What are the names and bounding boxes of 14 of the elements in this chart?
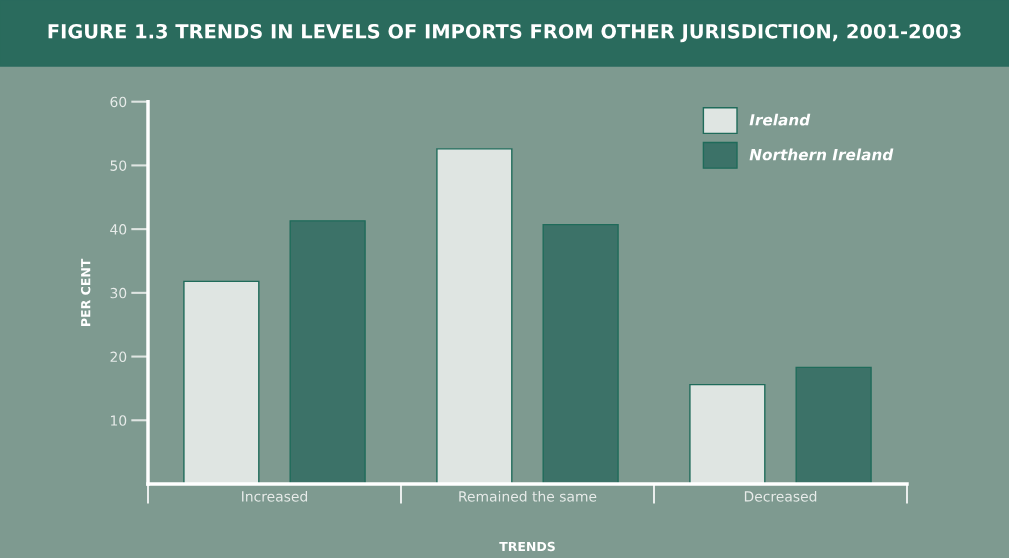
- y-tick-label: 40: [110, 224, 127, 235]
- x-tick-label: Remained the same: [459, 490, 597, 502]
- legend-label: Ireland: [749, 113, 811, 126]
- y-tick-label: 20: [110, 351, 127, 363]
- x-axis-title: TRENDS: [499, 541, 555, 552]
- y-tick-label: 10: [111, 415, 127, 426]
- y-tick-label: 50: [110, 160, 127, 171]
- chart-title: FIGURE 1.3 TRENDS IN LEVELS OF IMPORTS FROM OTHER JURISDICTION, 2001-2003: [48, 23, 961, 43]
- y-tick-label: 60: [110, 96, 127, 108]
- x-tick-label: Increased: [242, 490, 308, 502]
- y-tick-label: 30: [110, 287, 127, 299]
- legend-label: Northern Ireland: [749, 148, 894, 161]
- y-axis-title: PER CENT: [80, 258, 91, 326]
- x-tick-label: Decreased: [744, 490, 817, 502]
